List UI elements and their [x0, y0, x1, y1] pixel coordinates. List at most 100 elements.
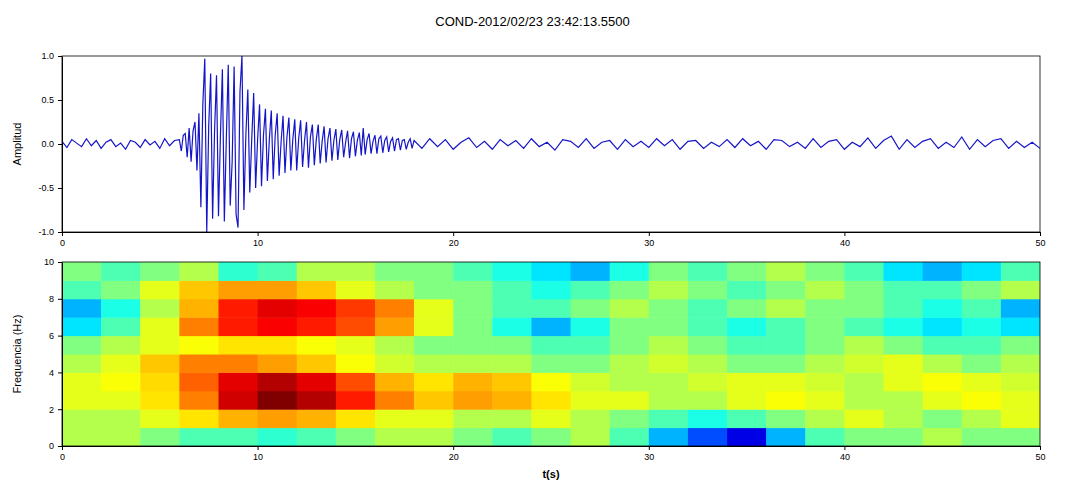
heatmap-cell	[531, 336, 571, 355]
heatmap-cell	[179, 428, 219, 446]
heatmap-cell	[453, 428, 493, 446]
heatmap-cell	[375, 391, 415, 410]
heatmap-cell	[492, 262, 532, 281]
heatmap-cell	[923, 280, 963, 299]
tick: 40	[840, 232, 850, 248]
heatmap-cell	[766, 317, 806, 336]
heatmap-cell	[492, 336, 532, 355]
heatmap-cell	[414, 262, 454, 281]
tick-label: -1.0	[38, 227, 54, 237]
tick: 10	[253, 232, 263, 248]
heatmap-cell	[492, 280, 532, 299]
heatmap-cell	[688, 336, 728, 355]
plot-area	[62, 56, 1040, 232]
heatmap-cell	[688, 317, 728, 336]
heatmap-cell	[649, 428, 689, 446]
heatmap-cell	[844, 336, 884, 355]
heatmap-cell	[727, 428, 767, 446]
heatmap-cell	[766, 409, 806, 428]
heatmap-cell	[492, 299, 532, 318]
heatmap-cell	[336, 262, 376, 281]
tick-mark	[58, 144, 62, 145]
tick-label: 30	[644, 452, 654, 462]
heatmap-cell	[727, 280, 767, 299]
tick: 20	[449, 446, 459, 462]
heatmap-cell	[258, 262, 298, 281]
heatmap-cell	[610, 391, 650, 410]
axis-line	[63, 232, 1041, 233]
heatmap-cell	[101, 336, 141, 355]
heatmap-cell	[610, 262, 650, 281]
heatmap-cell	[962, 409, 1002, 428]
heatmap-cell	[844, 372, 884, 391]
tick-mark	[649, 446, 650, 450]
tick-label: 40	[840, 452, 850, 462]
x-axis: 01020304050	[60, 446, 1046, 462]
heatmap-cell	[62, 280, 102, 299]
heatmap-cell	[688, 372, 728, 391]
heatmap-cell	[844, 409, 884, 428]
heatmap-cell	[101, 428, 141, 446]
heatmap-cell	[101, 354, 141, 373]
heatmap-cell	[140, 391, 180, 410]
heatmap-cell	[336, 372, 376, 391]
heatmap-cell	[414, 391, 454, 410]
heatmap-cell	[766, 262, 806, 281]
heatmap-cell	[62, 428, 102, 446]
tick-label: 6	[49, 331, 54, 341]
heatmap-cell	[414, 336, 454, 355]
tick-mark	[58, 232, 62, 233]
heatmap-cell	[414, 280, 454, 299]
heatmap-cell	[258, 409, 298, 428]
heatmap-cell	[884, 428, 924, 446]
tick-label: 10	[253, 238, 263, 248]
heatmap-cell	[218, 262, 258, 281]
heatmap-cell	[179, 280, 219, 299]
x-axis: 01020304050	[60, 232, 1046, 248]
heatmap-cell	[1001, 299, 1040, 318]
tick-mark	[58, 336, 62, 337]
heatmap-cell	[1001, 428, 1040, 446]
tick-mark	[844, 232, 845, 236]
heatmap-cell	[884, 280, 924, 299]
heatmap-cell	[179, 336, 219, 355]
heatmap-cell	[414, 428, 454, 446]
tick: 40	[840, 446, 850, 462]
heatmap-cell	[492, 317, 532, 336]
heatmap-cell	[727, 262, 767, 281]
tick-mark	[58, 372, 62, 373]
heatmap-cell	[258, 354, 298, 373]
heatmap-cell	[727, 409, 767, 428]
heatmap-cell	[492, 372, 532, 391]
tick-mark	[58, 409, 62, 410]
heatmap-cell	[258, 336, 298, 355]
heatmap-cell	[531, 372, 571, 391]
heatmap-cell	[962, 280, 1002, 299]
heatmap-cell	[766, 336, 806, 355]
heatmap-cell	[923, 354, 963, 373]
heatmap-cell	[805, 336, 845, 355]
axis-line	[62, 263, 63, 447]
heatmap-cell	[571, 354, 611, 373]
tick-mark	[258, 232, 259, 236]
tick-label: 8	[49, 294, 54, 304]
heatmap-cell	[375, 428, 415, 446]
heatmap-cell	[610, 317, 650, 336]
tick: 0.0	[41, 139, 62, 149]
heatmap-cell	[962, 428, 1002, 446]
heatmap-cell	[218, 317, 258, 336]
heatmap-cell	[884, 336, 924, 355]
heatmap-cell	[140, 336, 180, 355]
heatmap-cell	[336, 280, 376, 299]
chart-title: COND-2012/02/23 23:42:13.5500	[435, 14, 629, 29]
heatmap-cell	[453, 391, 493, 410]
heatmap-cell	[884, 391, 924, 410]
tick-mark	[58, 188, 62, 189]
heatmap-cell	[414, 317, 454, 336]
heatmap-cell	[649, 354, 689, 373]
tick-mark	[58, 299, 62, 300]
heatmap-cell	[844, 299, 884, 318]
tick-label: 10	[253, 452, 263, 462]
heatmap-cell	[610, 299, 650, 318]
heatmap-cell	[140, 280, 180, 299]
